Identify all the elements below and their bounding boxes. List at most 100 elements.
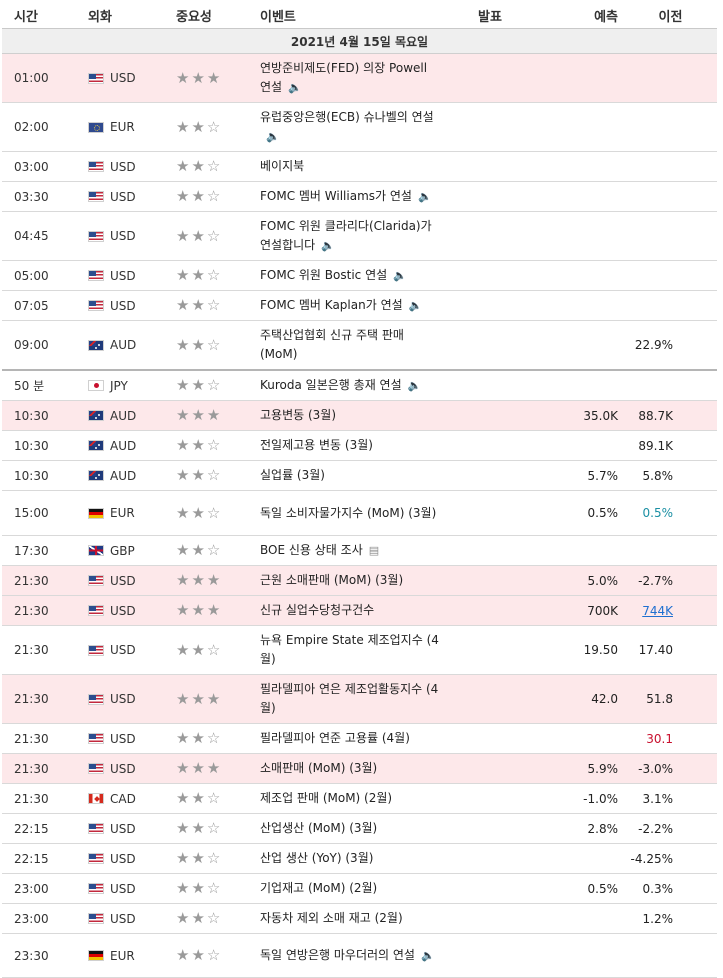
speaker-icon: 🔈 xyxy=(417,190,432,203)
event-link[interactable]: 실업률 (3월) xyxy=(260,468,325,482)
previous-value xyxy=(624,260,717,291)
star-filled-icon: ★ xyxy=(176,376,192,394)
event-row[interactable]: 21:30 USD ★★★ 근원 소매판매 (MoM) (3월) 5.0% -2.7% xyxy=(2,565,717,596)
currency-code: GBP xyxy=(110,543,135,558)
header-currency[interactable]: 외화 xyxy=(82,2,154,29)
event-link[interactable]: 소매판매 (MoM) (3월) xyxy=(260,761,378,775)
event-link[interactable]: 필라델피아 연준 고용률 (4월) xyxy=(260,731,410,745)
event-link[interactable]: Kuroda 일본은행 총재 연설 xyxy=(260,378,402,392)
event-row[interactable]: 10:30 AUD ★★☆ 실업률 (3월) 5.7% 5.8% xyxy=(2,460,717,491)
event-row[interactable]: 23:00 USD ★★☆ 자동차 제외 소매 재고 (2월) 1.2% xyxy=(2,903,717,934)
header-importance[interactable]: 중요성 xyxy=(154,2,254,29)
previous-value: 3.1% xyxy=(624,783,717,814)
event-link[interactable]: 근원 소매판매 (MoM) (3월) xyxy=(260,573,404,587)
event-link[interactable]: BOE 신용 상태 조사 xyxy=(260,543,363,557)
star-filled-icon: ★ xyxy=(176,406,192,424)
event-row[interactable]: 21:30 USD ★★★ 신규 실업수당청구건수 700K 744K xyxy=(2,595,717,626)
currency-code: USD xyxy=(110,71,136,85)
event-link[interactable]: 산업 생산 (YoY) (3월) xyxy=(260,851,374,865)
event-row[interactable]: 21:30 USD ★★☆ 뉴욕 Empire State 제조업지수 (4월) 19.… xyxy=(2,625,717,675)
event-link[interactable]: 제조업 판매 (MoM) (2월) xyxy=(260,791,393,805)
importance-stars: ★★★ xyxy=(154,595,254,626)
event-cell: 독일 소비자물가지수 (MoM) (3월) xyxy=(254,490,446,536)
forecast-value xyxy=(534,260,624,291)
event-link[interactable]: 독일 소비자물가지수 (MoM) (3월) xyxy=(260,505,437,520)
event-link[interactable]: FOMC 위원 Bostic 연설 xyxy=(260,268,388,282)
event-time: 03:00 xyxy=(2,151,82,182)
event-row[interactable]: 05:00 USD ★★☆ FOMC 위원 Bostic 연설 🔈 xyxy=(2,260,717,291)
star-filled-icon: ★ xyxy=(176,759,192,777)
currency-code: AUD xyxy=(110,408,137,423)
star-filled-icon: ★ xyxy=(176,117,192,136)
event-link[interactable]: 독일 연방은행 마우더러의 연설 xyxy=(260,948,415,962)
event-row[interactable]: 02:00 EUR ★★☆ 유럽중앙은행(ECB) 슈나벨의 연설🔈 xyxy=(2,102,717,152)
currency-cell: USD xyxy=(82,873,154,904)
star-filled-icon: ★ xyxy=(176,571,192,589)
event-row[interactable]: 50 분 JPY ★★☆ Kuroda 일본은행 총재 연설 🔈 xyxy=(2,369,717,401)
event-row[interactable]: 07:05 USD ★★☆ FOMC 멤버 Kaplan가 연설 🔈 xyxy=(2,290,717,321)
event-link[interactable]: 주택산업협회 신규 주택 판매 (MoM) xyxy=(260,328,404,361)
previous-value: 0.3% xyxy=(624,873,717,904)
event-link[interactable]: 전일제고용 변동 (3월) xyxy=(260,438,373,452)
flag-ca-icon xyxy=(88,793,104,804)
event-link[interactable]: 연방준비제도(FED) 의장 Powell 연설 xyxy=(260,61,428,94)
actual-value xyxy=(446,369,534,401)
event-row[interactable]: 17:30 GBP ★★☆ BOE 신용 상태 조사 ▤ xyxy=(2,535,717,566)
event-row[interactable]: 03:30 USD ★★☆ FOMC 멤버 Williams가 연설 🔈 xyxy=(2,181,717,212)
date-label: 2021년 4월 15일 목요일 xyxy=(2,28,717,54)
event-row[interactable]: 15:00 EUR ★★☆ 독일 소비자물가지수 (MoM) (3월) 0.5% 0.5% xyxy=(2,490,717,536)
currency-cell: JPY xyxy=(82,369,154,401)
event-row[interactable]: 21:30 USD ★★☆ 필라델피아 연준 고용률 (4월) 30.1 xyxy=(2,723,717,754)
event-link[interactable]: FOMC 멤버 Williams가 연설 xyxy=(260,189,412,203)
event-row[interactable]: 23:00 USD ★★☆ 기업재고 (MoM) (2월) 0.5% 0.3% xyxy=(2,873,717,904)
document-icon: ▤ xyxy=(368,544,380,557)
event-row[interactable]: 21:30 CAD ★★☆ 제조업 판매 (MoM) (2월) -1.0% 3.1% xyxy=(2,783,717,814)
event-row[interactable]: 01:00 USD ★★★ 연방준비제도(FED) 의장 Powell 연설 🔈 xyxy=(2,53,717,103)
event-row[interactable]: 21:30 USD ★★★ 필라델피아 연은 제조업활동지수 (4월) 42.0 51.8 xyxy=(2,674,717,724)
event-link[interactable]: 고용변동 (3월) xyxy=(260,408,337,422)
event-cell: BOE 신용 상태 조사 ▤ xyxy=(254,535,446,566)
event-row[interactable]: 22:15 USD ★★☆ 산업 생산 (YoY) (3월) -4.25% xyxy=(2,843,717,874)
star-filled-icon: ★ xyxy=(176,789,192,807)
event-link[interactable]: FOMC 멤버 Kaplan가 연설 xyxy=(260,298,403,312)
event-link[interactable]: 베이지북 xyxy=(260,159,305,173)
event-row[interactable]: 10:30 AUD ★★☆ 전일제고용 변동 (3월) 89.1K xyxy=(2,430,717,461)
previous-value xyxy=(624,181,717,212)
event-link[interactable]: 필라델피아 연은 제조업활동지수 (4월) xyxy=(260,682,439,715)
star-empty-icon: ☆ xyxy=(206,296,223,314)
event-row[interactable]: 03:00 USD ★★☆ 베이지북 xyxy=(2,151,717,182)
star-filled-icon: ★ xyxy=(176,946,192,964)
event-row[interactable]: 09:00 AUD ★★☆ 주택산업협회 신규 주택 판매 (MoM) 22.9% xyxy=(2,320,717,371)
currency: EUR xyxy=(82,949,154,963)
importance-stars: ★★☆ xyxy=(154,320,254,371)
event-row[interactable]: 22:15 USD ★★☆ 산업생산 (MoM) (3월) 2.8% -2.2% xyxy=(2,813,717,844)
event-row[interactable]: 23:30 EUR ★★☆ 독일 연방은행 마우더러의 연설 🔈 xyxy=(2,933,717,978)
forecast-value: 5.9% xyxy=(534,753,624,784)
previous-value[interactable]: 744K xyxy=(624,595,717,626)
event-row[interactable]: 21:30 USD ★★★ 소매판매 (MoM) (3월) 5.9% -3.0% xyxy=(2,753,717,784)
currency: USD xyxy=(82,912,154,926)
header-forecast[interactable]: 예측 xyxy=(534,2,624,29)
star-empty-icon: ☆ xyxy=(206,849,223,867)
event-link[interactable]: FOMC 위원 클라리다(Clarida)가 연설합니다 xyxy=(260,219,432,252)
header-previous[interactable]: 이전 xyxy=(624,2,717,29)
actual-value xyxy=(446,723,534,754)
actual-value xyxy=(446,674,534,724)
event-cell: 산업 생산 (YoY) (3월) xyxy=(254,843,446,874)
header-time[interactable]: 시간 xyxy=(2,2,82,29)
event-time: 01:00 xyxy=(2,53,82,103)
header-actual[interactable]: 발표 xyxy=(446,2,534,29)
event-link[interactable]: 기업재고 (MoM) (2월) xyxy=(260,881,378,895)
event-link[interactable]: 산업생산 (MoM) (3월) xyxy=(260,821,378,835)
event-link[interactable]: 유럽중앙은행(ECB) 슈나벨의 연설 xyxy=(260,110,434,124)
event-row[interactable]: 10:30 AUD ★★★ 고용변동 (3월) 35.0K 88.7K xyxy=(2,400,717,431)
currency: USD xyxy=(82,762,154,776)
event-link[interactable]: 자동차 제외 소매 재고 (2월) xyxy=(260,911,403,925)
star-filled-icon: ★ xyxy=(191,789,207,807)
event-link[interactable]: 뉴욕 Empire State 제조업지수 (4월) xyxy=(260,633,439,666)
header-event[interactable]: 이벤트 xyxy=(254,2,446,29)
forecast-value xyxy=(534,290,624,321)
event-link[interactable]: 신규 실업수당청구건수 xyxy=(260,603,375,617)
actual-value xyxy=(446,565,534,596)
event-row[interactable]: 04:45 USD ★★☆ FOMC 위원 클라리다(Clarida)가 연설합니다 🔈 xyxy=(2,211,717,261)
